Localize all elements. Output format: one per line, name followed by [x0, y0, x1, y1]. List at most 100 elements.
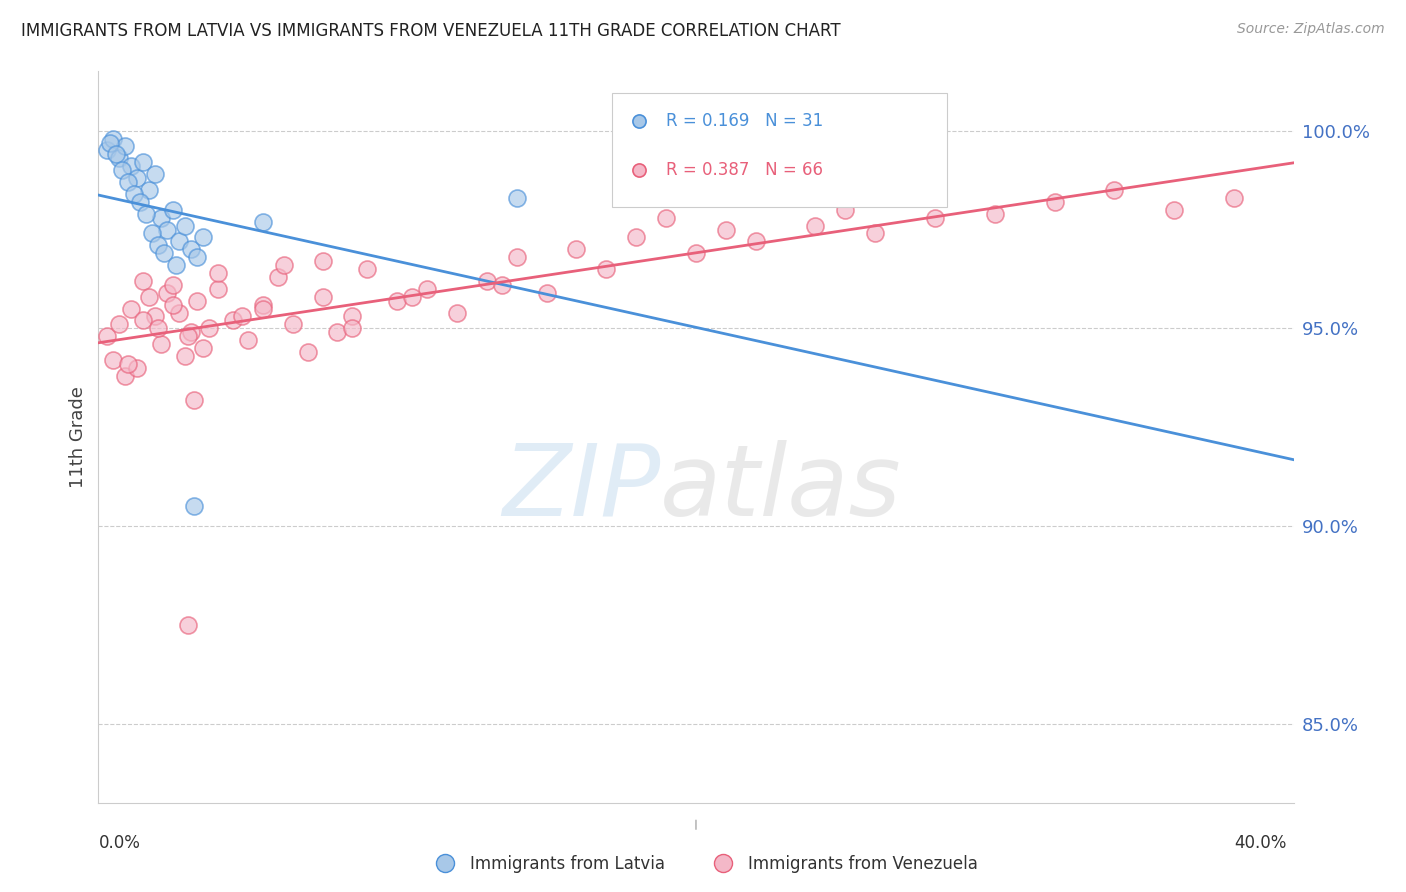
Point — [148, 321, 170, 335]
Point — [252, 301, 274, 316]
Point — [186, 250, 208, 264]
Point — [1222, 191, 1246, 205]
Point — [167, 305, 190, 319]
Point — [148, 238, 170, 252]
Point — [655, 211, 678, 225]
Point — [162, 298, 184, 312]
Point — [491, 277, 513, 292]
Point — [506, 191, 529, 205]
Point — [103, 353, 125, 368]
Point — [120, 159, 142, 173]
Point — [127, 171, 149, 186]
Point — [506, 250, 529, 264]
Point — [326, 326, 349, 340]
Point — [174, 219, 197, 233]
Point — [565, 242, 588, 256]
Text: Source: ZipAtlas.com: Source: ZipAtlas.com — [1237, 22, 1385, 37]
Point — [252, 214, 274, 228]
Point — [120, 301, 142, 316]
Point — [231, 310, 253, 324]
Point — [96, 329, 118, 343]
Point — [475, 274, 498, 288]
Point — [252, 298, 274, 312]
Point — [138, 290, 160, 304]
Point — [150, 211, 173, 225]
Point — [138, 183, 160, 197]
Point — [685, 246, 707, 260]
Point — [207, 282, 229, 296]
Text: atlas: atlas — [661, 440, 901, 537]
Point — [236, 333, 259, 347]
Point — [114, 368, 136, 383]
Point — [132, 313, 155, 327]
Point — [141, 227, 163, 241]
Point — [356, 262, 378, 277]
Point — [191, 341, 214, 355]
Point — [117, 175, 139, 189]
Point — [186, 293, 208, 308]
Point — [167, 235, 190, 249]
Legend: Immigrants from Latvia, Immigrants from Venezuela: Immigrants from Latvia, Immigrants from … — [422, 848, 984, 880]
Point — [297, 345, 319, 359]
Point — [924, 211, 946, 225]
Point — [984, 207, 1007, 221]
Point — [156, 285, 179, 300]
Point — [108, 152, 131, 166]
Point — [135, 207, 157, 221]
Point — [143, 310, 166, 324]
Text: R = 0.169   N = 31: R = 0.169 N = 31 — [666, 112, 824, 130]
Point — [129, 194, 152, 209]
Point — [207, 266, 229, 280]
Point — [198, 321, 221, 335]
Point — [174, 349, 197, 363]
Point — [180, 242, 202, 256]
Point — [177, 329, 200, 343]
Point — [385, 293, 409, 308]
Point — [401, 290, 423, 304]
Point — [446, 305, 468, 319]
Point — [183, 500, 205, 514]
Text: R = 0.387   N = 66: R = 0.387 N = 66 — [666, 161, 823, 179]
Point — [117, 357, 139, 371]
Text: 0.0%: 0.0% — [98, 834, 141, 852]
Point — [143, 167, 166, 181]
Point — [96, 144, 118, 158]
Point — [416, 282, 439, 296]
Point — [595, 262, 617, 277]
Point — [127, 360, 149, 375]
Point — [183, 392, 205, 407]
Point — [714, 222, 737, 236]
Point — [124, 186, 146, 201]
Point — [105, 147, 128, 161]
Point — [103, 131, 125, 145]
Point — [162, 202, 184, 217]
Point — [222, 313, 245, 327]
Point — [132, 155, 155, 169]
Point — [108, 318, 131, 332]
Point — [1043, 194, 1066, 209]
Point — [162, 277, 184, 292]
Text: IMMIGRANTS FROM LATVIA VS IMMIGRANTS FROM VENEZUELA 11TH GRADE CORRELATION CHART: IMMIGRANTS FROM LATVIA VS IMMIGRANTS FRO… — [21, 22, 841, 40]
Point — [273, 258, 295, 272]
Point — [153, 246, 176, 260]
Point — [114, 139, 136, 153]
Text: 40.0%: 40.0% — [1234, 834, 1286, 852]
Point — [111, 163, 134, 178]
Point — [536, 285, 558, 300]
Point — [834, 202, 856, 217]
Point — [863, 227, 887, 241]
Point — [281, 318, 304, 332]
Point — [1102, 183, 1125, 197]
Point — [177, 618, 200, 632]
Point — [132, 274, 155, 288]
FancyBboxPatch shape — [613, 94, 948, 207]
Y-axis label: 11th Grade: 11th Grade — [69, 386, 87, 488]
Point — [311, 290, 333, 304]
Point — [150, 337, 173, 351]
Point — [267, 269, 290, 284]
Point — [191, 230, 214, 244]
Point — [100, 136, 122, 150]
Point — [804, 219, 827, 233]
Point — [165, 258, 187, 272]
Text: ZIP: ZIP — [502, 440, 661, 537]
